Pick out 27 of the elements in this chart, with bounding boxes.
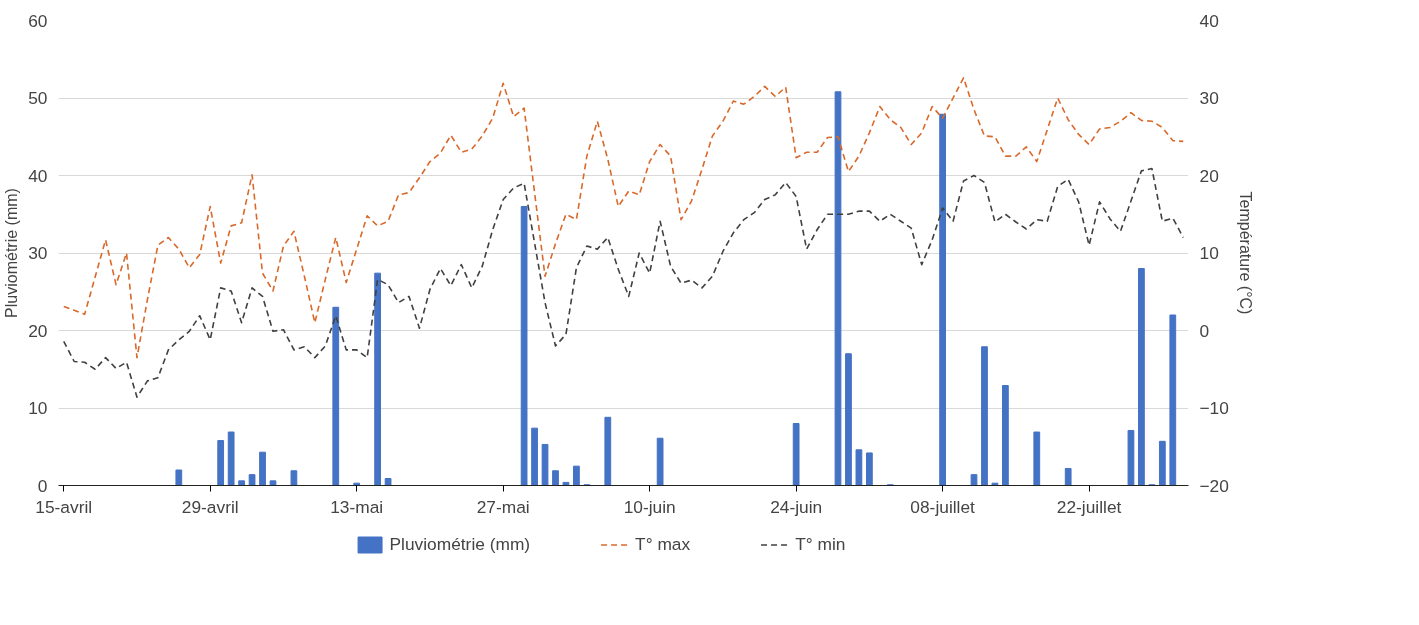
y-tick-label: 50 — [28, 88, 48, 108]
y2-axis-title: Température (°C) — [1236, 191, 1254, 315]
y2-tick-label: 20 — [1199, 165, 1219, 186]
x-tick-label: 24-juin — [770, 496, 823, 517]
y2-tick-label: 0 — [1199, 320, 1210, 341]
y2-tick-label: 40 — [1199, 10, 1219, 31]
x-tick-label: 10-juin — [623, 496, 676, 517]
legend-label: Pluviométrie (mm) — [389, 533, 531, 555]
x-tick-label: 29-avril — [181, 496, 239, 517]
x-tick-label: 13-mai — [330, 496, 384, 517]
y-tick-label: 30 — [28, 243, 48, 263]
y-tick-label: 10 — [28, 398, 48, 418]
y2-tick-label: 10 — [1199, 243, 1219, 263]
y-tick-label: 40 — [28, 165, 48, 186]
y-tick-label: 0 — [37, 475, 48, 496]
x-tick-label: 22-juillet — [1056, 496, 1122, 517]
y-tick-label: 20 — [28, 320, 48, 341]
y2-tick-label: −10 — [1199, 398, 1229, 418]
x-tick-label: 27-mai — [476, 496, 530, 517]
y-axis-title: Pluviométrie (mm) — [3, 188, 21, 318]
y2-tick-label: −20 — [1199, 475, 1229, 496]
y-tick-label: 60 — [28, 10, 48, 31]
x-tick-label: 08-juillet — [910, 496, 976, 517]
legend-label: T° max — [635, 533, 691, 555]
x-tick-label: 15-avril — [35, 496, 93, 517]
legend-label: T° min — [795, 533, 846, 555]
y2-tick-label: 30 — [1199, 88, 1219, 108]
